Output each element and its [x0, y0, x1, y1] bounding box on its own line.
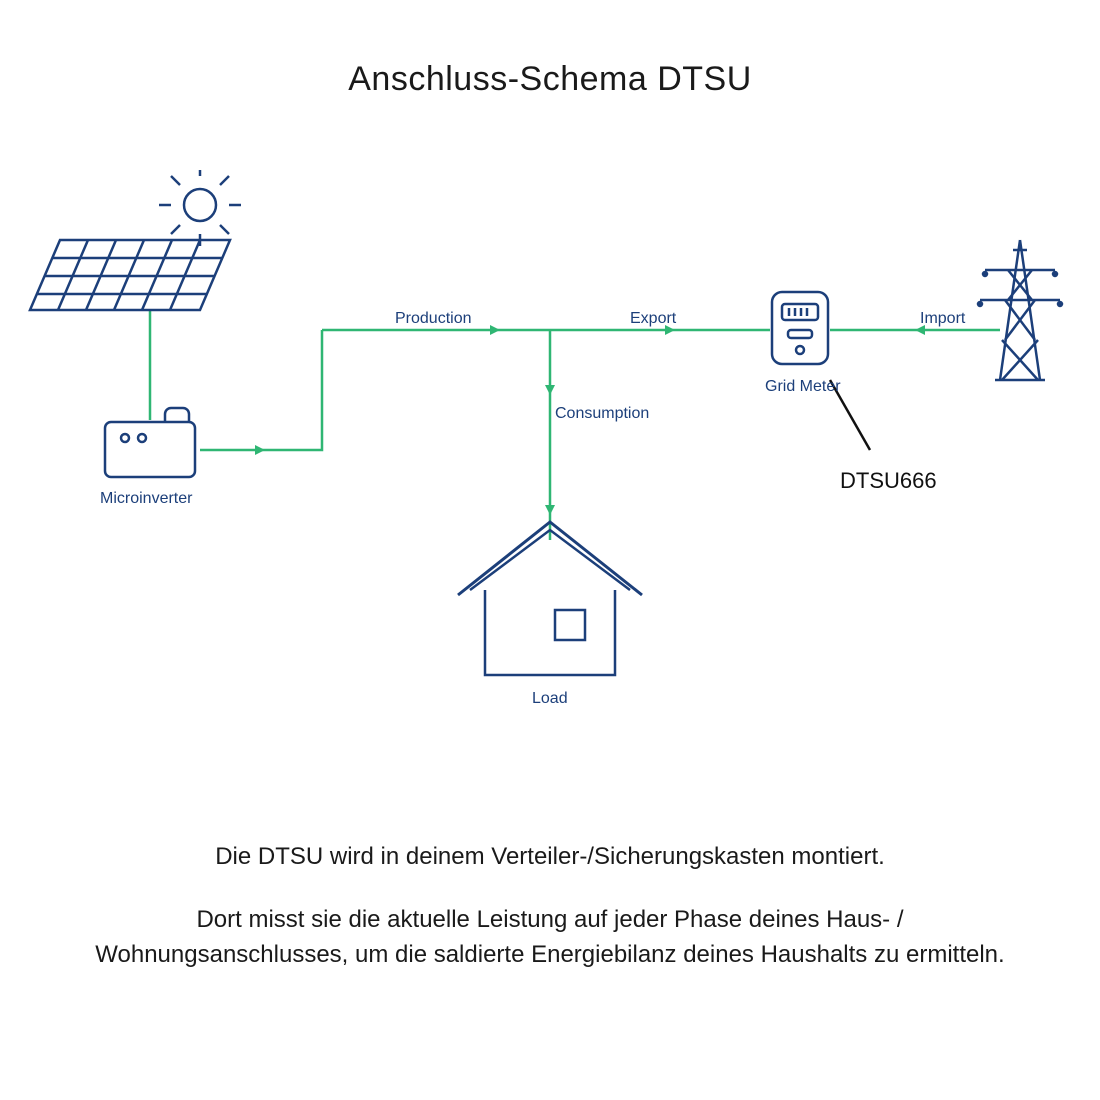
label-grid-meter: Grid Meter — [765, 378, 841, 396]
grid-meter-icon — [772, 292, 828, 364]
connection-diagram — [0, 170, 1100, 730]
label-consumption: Consumption — [555, 405, 649, 423]
diagram-container: Anschluss-Schema DTSU — [0, 0, 1100, 1100]
description-line2: Dort misst sie die aktuelle Leistung auf… — [80, 903, 1020, 973]
annotation-dtsu666: DTSU666 — [840, 468, 937, 494]
solar-panel-icon — [30, 170, 241, 310]
description-line1: Die DTSU wird in deinem Verteiler-/Siche… — [80, 840, 1020, 875]
description-block: Die DTSU wird in deinem Verteiler-/Siche… — [80, 840, 1020, 1000]
label-load: Load — [532, 690, 568, 708]
house-icon — [458, 522, 642, 675]
flow-lines — [150, 310, 1000, 540]
power-pylon-icon — [978, 240, 1062, 380]
label-production: Production — [395, 310, 472, 328]
label-import: Import — [920, 310, 965, 328]
label-export: Export — [630, 310, 676, 328]
page-title: Anschluss-Schema DTSU — [0, 60, 1100, 99]
label-microinverter: Microinverter — [100, 490, 192, 508]
